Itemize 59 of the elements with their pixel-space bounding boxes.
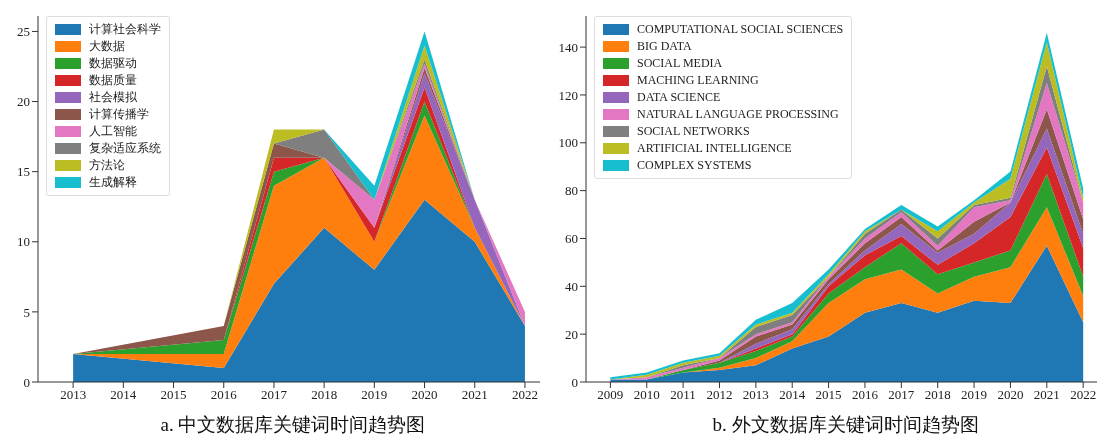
x-tick-label: 2014	[110, 387, 137, 403]
legend-label: DATA SCIENCE	[637, 89, 721, 106]
legend-label: 计算社会科学	[89, 21, 161, 38]
x-tick-label: 2010	[633, 387, 660, 403]
legend-label: 计算传播学	[89, 106, 149, 123]
legend-label: 生成解释	[89, 174, 137, 191]
x-tick-label: 2014	[779, 387, 806, 403]
legend-label: 人工智能	[89, 123, 137, 140]
text: a. 中文数据库关键词时间趋势图	[159, 413, 427, 437]
x-tick-label: 2011	[670, 387, 696, 403]
x-tick-label: 2017	[888, 387, 915, 403]
y-tick-label: 40	[565, 278, 578, 294]
x-tick-label: 2019	[961, 387, 988, 403]
x-tick-label: 2017	[260, 387, 288, 403]
x-tick-label: 2021	[461, 387, 488, 403]
legend-label: 数据质量	[89, 72, 137, 89]
x-tick-label: 2020	[411, 387, 438, 403]
y-tick-label: 5	[23, 304, 30, 320]
x-tick-label: 2016	[851, 387, 879, 403]
legend-label: COMPLEX SYSTEMS	[637, 157, 752, 174]
x-tick-label: 2018	[311, 387, 338, 403]
y-tick-label: 80	[565, 183, 578, 199]
y-tick-label: 140	[558, 39, 578, 55]
legend-label: SOCIAL NETWORKS	[637, 123, 750, 140]
legend-label: MACHING LEARNING	[637, 72, 759, 89]
x-tick-label: 2020	[997, 387, 1024, 403]
legend-label: 大数据	[89, 38, 125, 55]
x-tick-label: 2019	[361, 387, 388, 403]
x-tick-label: 2012	[706, 387, 733, 403]
x-tick-label: 2013	[742, 387, 769, 403]
legend-label: SOCIAL MEDIA	[637, 55, 723, 72]
y-tick-label: 0	[23, 374, 30, 390]
x-tick-label: 2018	[924, 387, 951, 403]
x-tick-label: 2016	[210, 387, 238, 403]
y-tick-label: 20	[565, 326, 578, 342]
legend-label: 方法论	[89, 157, 125, 174]
x-tick-label: 2013	[60, 387, 87, 403]
legend-label: ARTIFICIAL INTELLIGENCE	[637, 140, 792, 157]
y-tick-label: 25	[17, 24, 30, 40]
y-tick-label: 20	[17, 94, 30, 110]
y-tick-label: 10	[17, 234, 30, 250]
y-tick-label: 120	[558, 87, 578, 103]
x-tick-label: 2022	[1070, 387, 1097, 403]
legend-label: COMPUTATIONAL SOCIAL SCIENCES	[637, 21, 844, 38]
legend-label: 复杂适应系统	[89, 140, 161, 157]
legend-label: BIG DATA	[637, 38, 692, 55]
x-tick-label: 2015	[160, 387, 187, 403]
text: b. 外文数据库关键词时间趋势图	[711, 413, 980, 437]
legend-label: 数据驱动	[89, 55, 137, 72]
legend-label: 社会模拟	[89, 89, 137, 106]
x-tick-label: 2009	[597, 387, 624, 403]
x-tick-label: 2021	[1033, 387, 1060, 403]
legend-label: NATURAL LANGUAGE PROCESSING	[637, 106, 839, 123]
y-tick-label: 60	[565, 231, 578, 247]
y-tick-label: 100	[558, 135, 578, 151]
x-tick-label: 2022	[511, 387, 538, 403]
y-tick-label: 15	[17, 164, 30, 180]
y-tick-label: 0	[571, 374, 578, 390]
x-tick-label: 2015	[815, 387, 842, 403]
